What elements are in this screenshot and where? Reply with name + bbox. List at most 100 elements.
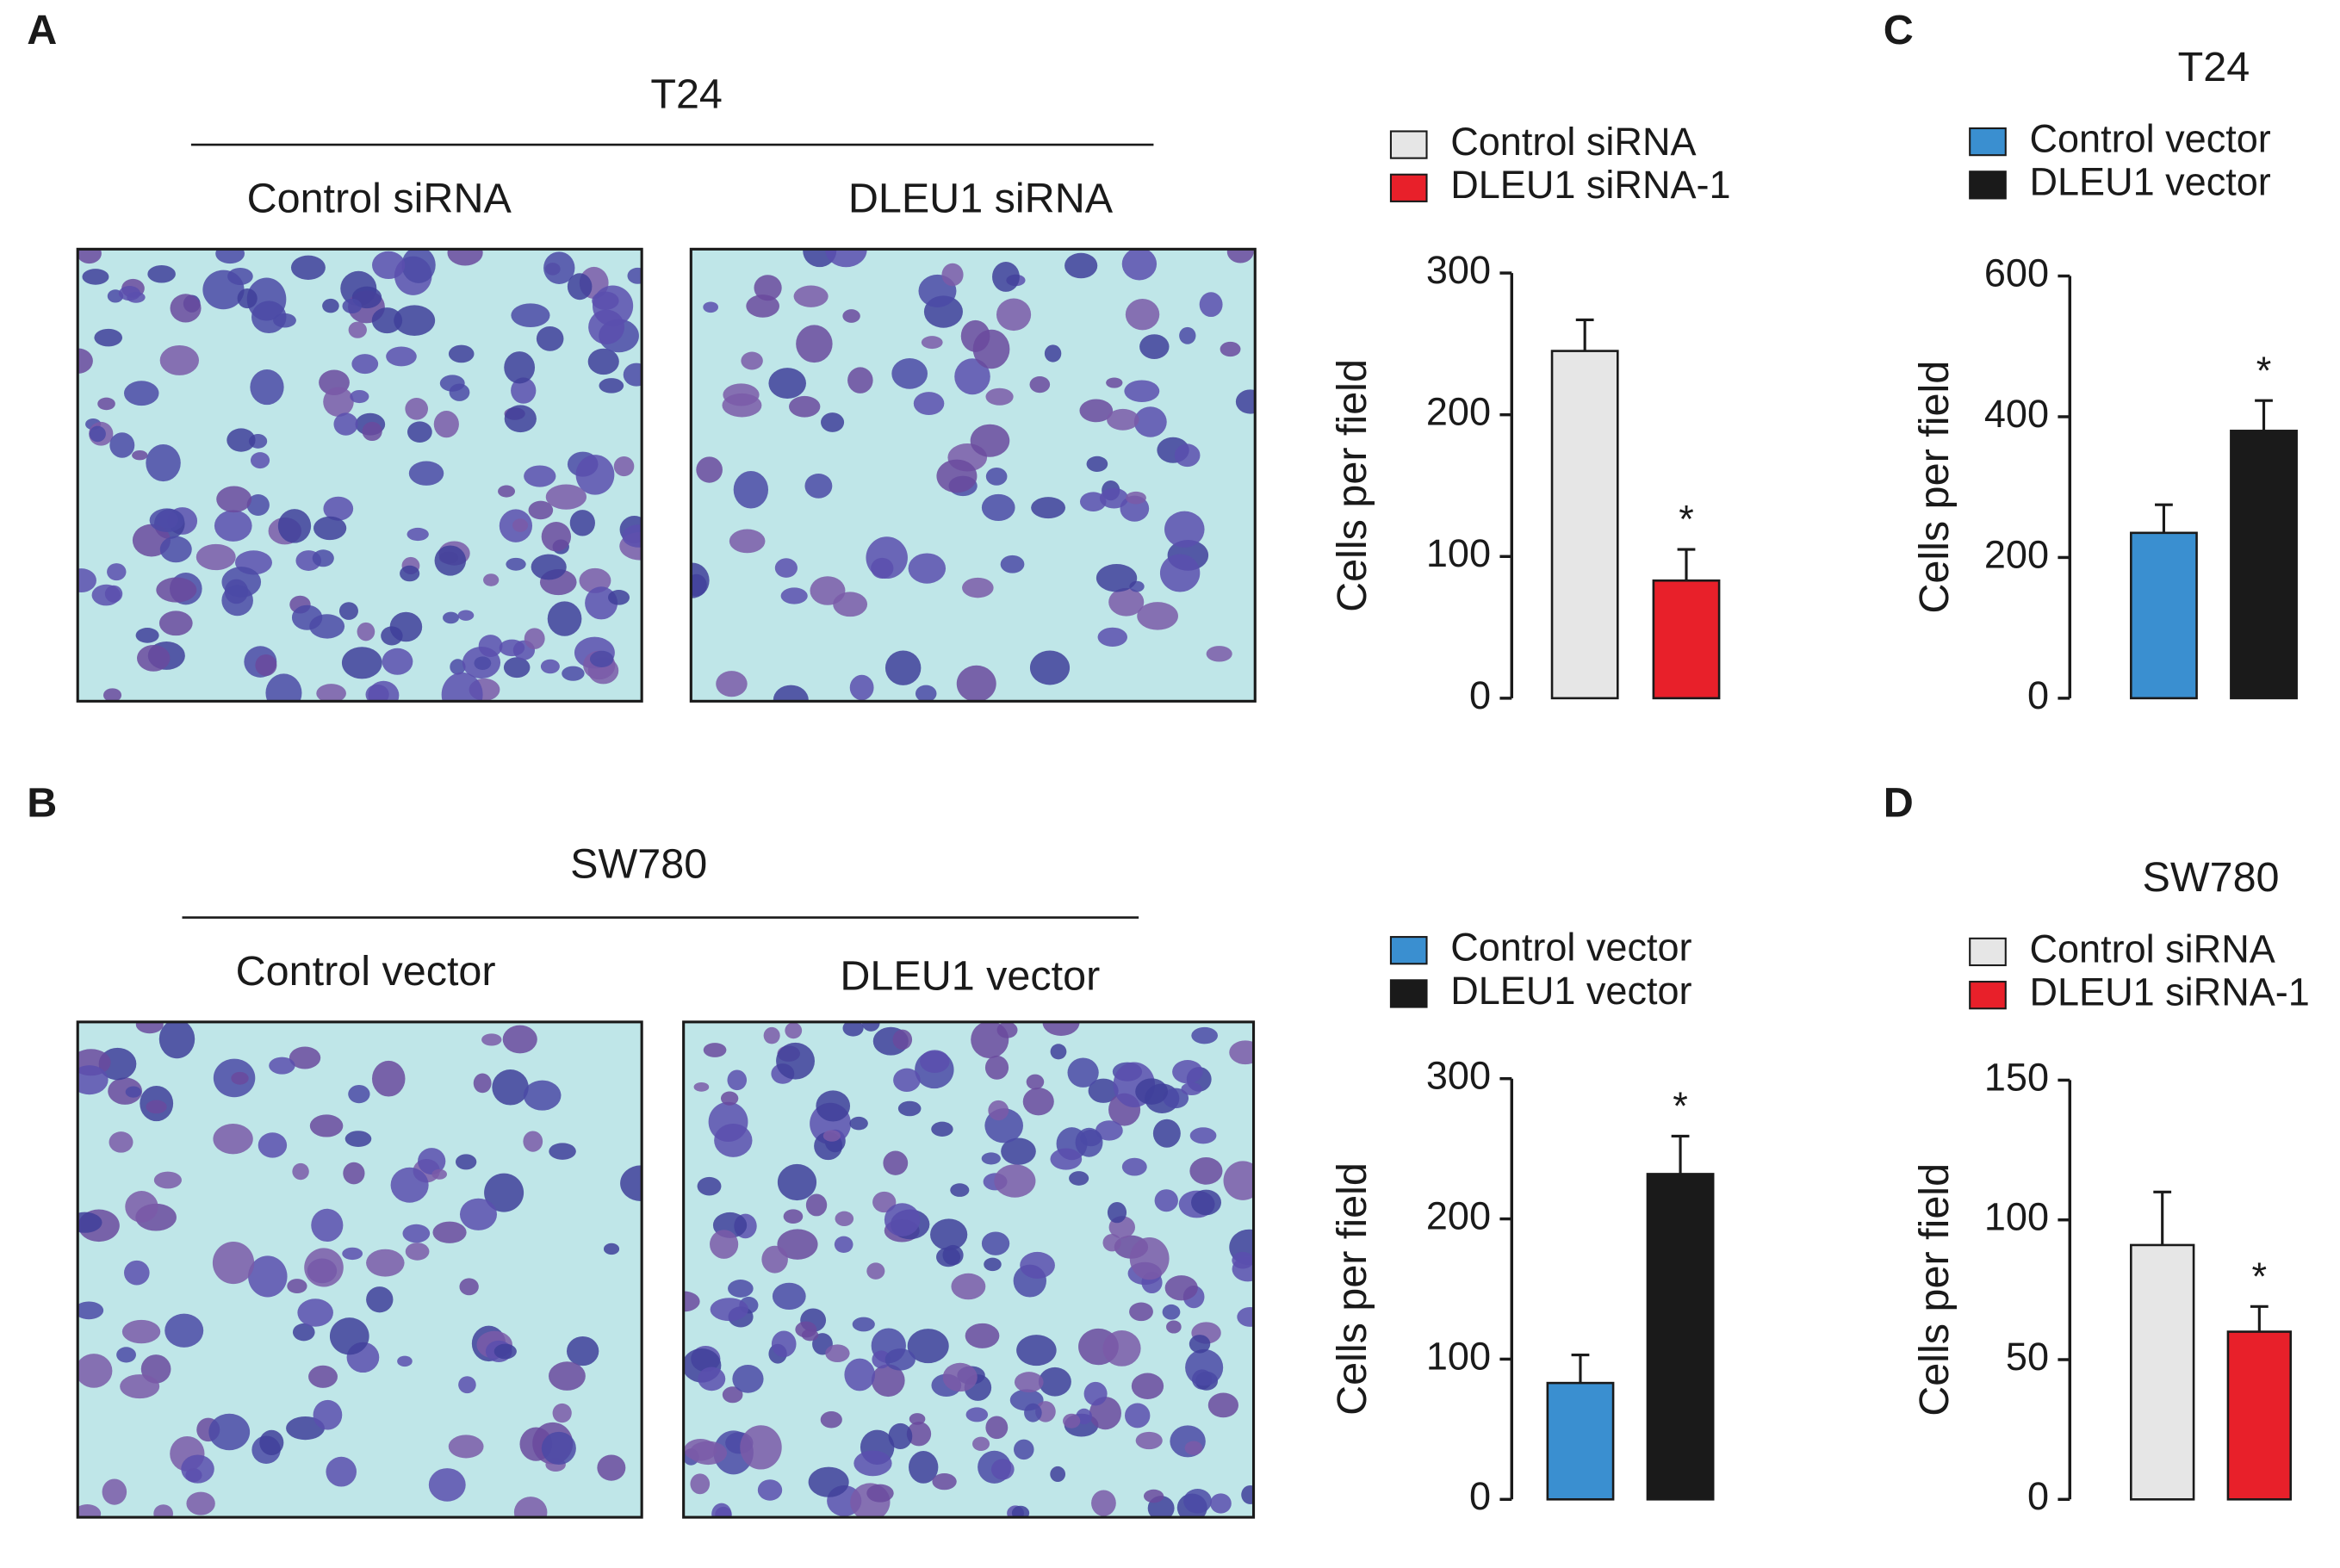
cell bbox=[1223, 1161, 1254, 1200]
cell bbox=[481, 1033, 502, 1046]
cell bbox=[733, 470, 769, 509]
y-tick-label: 150 bbox=[1984, 1055, 2049, 1099]
cell bbox=[214, 510, 252, 542]
cell bbox=[458, 1376, 476, 1394]
cell bbox=[255, 654, 277, 677]
y-tick-label: 200 bbox=[1984, 532, 2049, 576]
cell bbox=[273, 313, 296, 328]
legend-label: Control siRNA bbox=[2029, 927, 2275, 970]
cell bbox=[1000, 555, 1025, 573]
cell bbox=[804, 473, 833, 499]
cell bbox=[1121, 249, 1158, 281]
cell bbox=[541, 522, 572, 552]
cell bbox=[909, 1451, 939, 1484]
cell bbox=[547, 601, 582, 636]
cell bbox=[992, 261, 1020, 292]
cell bbox=[323, 387, 354, 417]
cell bbox=[483, 573, 500, 586]
cell bbox=[91, 584, 121, 606]
micrograph bbox=[683, 1021, 1254, 1518]
cell bbox=[714, 1123, 753, 1157]
cell bbox=[589, 650, 614, 667]
cell bbox=[109, 1131, 133, 1153]
cell bbox=[1014, 1372, 1044, 1393]
cell bbox=[341, 647, 382, 679]
cell bbox=[1024, 1403, 1042, 1422]
cell bbox=[835, 1211, 854, 1227]
cell bbox=[805, 1193, 828, 1217]
cell bbox=[186, 1491, 215, 1515]
legend-swatch bbox=[1969, 127, 2007, 157]
cell bbox=[984, 1055, 1009, 1080]
legend-label: Control siRNA bbox=[1450, 120, 1696, 164]
cell bbox=[78, 1301, 104, 1320]
cell bbox=[447, 249, 483, 266]
cell-line: SW780 bbox=[570, 840, 707, 887]
cell bbox=[459, 1278, 479, 1296]
cell bbox=[915, 685, 937, 702]
cell bbox=[996, 1021, 1018, 1038]
chart-title: SW780 bbox=[2142, 854, 2279, 901]
cell bbox=[1179, 326, 1196, 344]
y-tick-label: 200 bbox=[1426, 1193, 1491, 1237]
cell bbox=[227, 428, 256, 452]
cell bbox=[569, 510, 595, 536]
cell bbox=[780, 587, 808, 604]
cell bbox=[350, 389, 369, 404]
cell bbox=[402, 1224, 431, 1243]
cell bbox=[342, 298, 363, 314]
cell bbox=[215, 249, 245, 264]
cell bbox=[386, 346, 417, 367]
cell bbox=[309, 614, 345, 639]
cell bbox=[909, 1413, 926, 1425]
cell bbox=[102, 1478, 127, 1505]
bar bbox=[2130, 531, 2198, 700]
cell bbox=[473, 1073, 492, 1094]
cell bbox=[448, 344, 475, 363]
cell bbox=[884, 1348, 916, 1371]
cell bbox=[1091, 1490, 1116, 1516]
cell bbox=[164, 1313, 204, 1348]
cell bbox=[740, 1425, 782, 1470]
cell bbox=[588, 309, 625, 344]
cell bbox=[313, 516, 347, 541]
cell bbox=[861, 1021, 880, 1032]
bar bbox=[1550, 350, 1619, 700]
cell bbox=[1199, 292, 1223, 318]
cell bbox=[312, 549, 334, 567]
panel-letter: B bbox=[27, 779, 57, 826]
cell bbox=[277, 509, 312, 543]
cell bbox=[506, 557, 526, 571]
cell bbox=[936, 459, 978, 493]
cell bbox=[1107, 1201, 1127, 1224]
cell bbox=[313, 1399, 343, 1430]
cell bbox=[816, 1090, 851, 1122]
cell bbox=[773, 685, 809, 702]
legend-label: Control vector bbox=[1450, 926, 1691, 970]
cell bbox=[121, 1319, 161, 1344]
cell bbox=[147, 264, 176, 283]
cell bbox=[286, 1416, 325, 1441]
cell bbox=[941, 263, 964, 287]
y-tick-label: 300 bbox=[1426, 1054, 1491, 1098]
cell bbox=[1184, 1441, 1203, 1455]
cell bbox=[888, 1422, 913, 1450]
cell bbox=[1064, 252, 1098, 279]
cell bbox=[768, 368, 806, 400]
cell bbox=[116, 1347, 136, 1363]
cell bbox=[450, 659, 466, 675]
cell bbox=[1162, 1304, 1181, 1320]
cell bbox=[107, 563, 127, 581]
cell bbox=[810, 576, 846, 605]
cell bbox=[741, 351, 763, 370]
cell bbox=[796, 325, 833, 363]
cell bbox=[697, 1176, 722, 1196]
cell bbox=[125, 1191, 158, 1223]
cell bbox=[289, 1046, 321, 1069]
image-label: DLEU1 vector bbox=[840, 952, 1100, 999]
cell bbox=[382, 648, 413, 675]
cell bbox=[248, 1255, 288, 1298]
cell bbox=[1232, 1251, 1254, 1269]
cell bbox=[972, 329, 1010, 369]
cell bbox=[871, 1364, 905, 1398]
